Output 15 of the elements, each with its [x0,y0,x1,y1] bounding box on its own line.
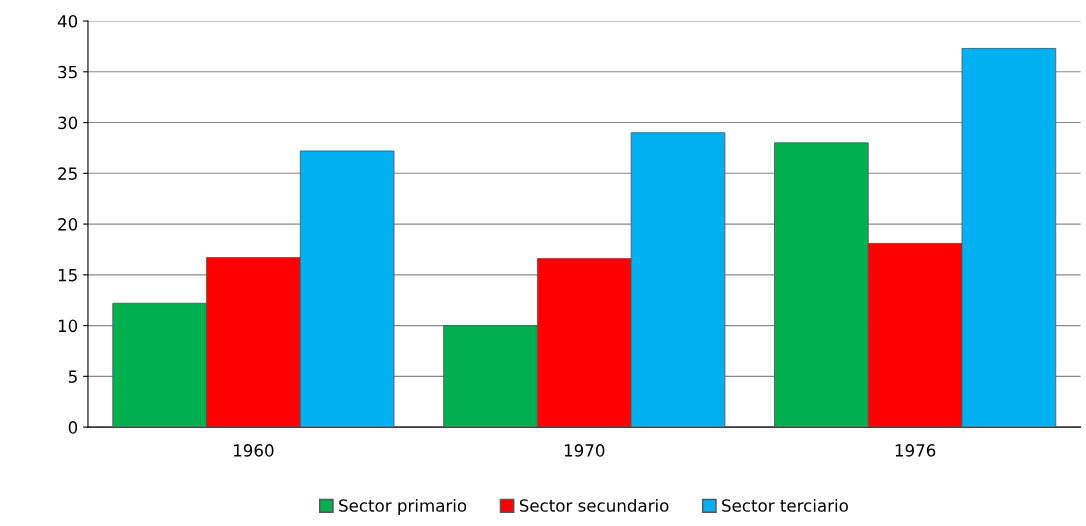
y-tick-label: 35 [58,65,77,79]
y-tick-label: 0 [68,421,78,434]
y-tick-label: 5 [68,370,77,383]
y-tick-label: 20 [58,218,78,231]
y-tick-label: 15 [58,269,77,282]
legend-label: Sector secundario [519,498,669,512]
legend-label: Sector terciario [722,498,848,512]
y-tick-label: 30 [58,116,78,130]
x-tick-label: 1976 [895,444,936,457]
legend-label: Sector primario [339,498,467,516]
x-tick-label: 1960 [234,444,274,457]
y-tick-label: 10 [58,319,78,333]
x-tick-label: 1970 [564,444,605,457]
y-tick-label: 40 [57,15,78,28]
y-tick-label: 25 [58,167,77,180]
